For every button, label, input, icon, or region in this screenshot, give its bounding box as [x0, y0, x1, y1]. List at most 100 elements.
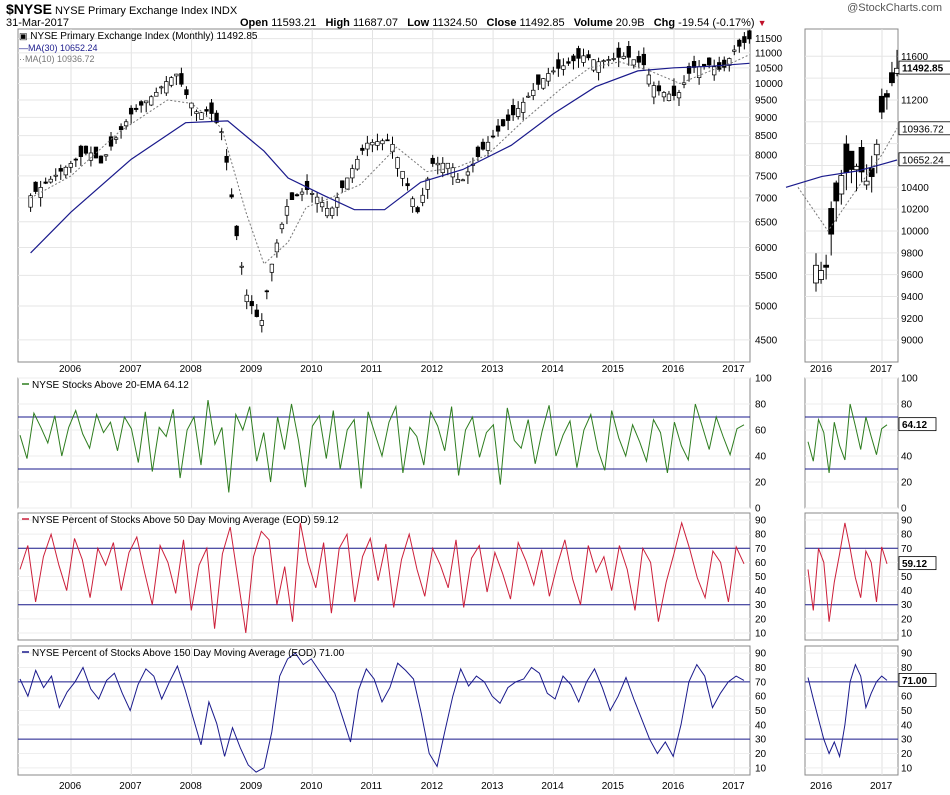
candle-up — [144, 100, 149, 104]
ema20-y-tick: 80 — [755, 400, 767, 411]
ema20-y-tick: 40 — [755, 452, 767, 463]
candle-up — [531, 89, 536, 96]
pct150-badge: 71.00 — [902, 676, 927, 687]
panel-frame-price — [17, 28, 751, 363]
price-y-tick: 11500 — [755, 34, 783, 45]
candle-up — [103, 154, 109, 157]
watermark: @StockCharts.com — [847, 2, 942, 14]
panel-frame-ema20 — [17, 377, 751, 509]
candle-up — [149, 96, 154, 106]
candle-down — [134, 107, 139, 110]
candle-up — [269, 263, 275, 273]
candle-down — [43, 181, 48, 184]
price-y-tick: 6500 — [755, 217, 778, 228]
candle-down — [868, 167, 875, 177]
candle-up — [601, 60, 606, 63]
candle-up — [732, 49, 737, 52]
low-label: Low — [407, 17, 430, 29]
pct150-y-tick: 50 — [755, 706, 767, 717]
candle-up — [631, 59, 636, 66]
ema20-inset-y-tick: 20 — [901, 478, 913, 489]
candle-down — [626, 45, 631, 58]
index-name: NYSE Primary Exchange Index — [54, 5, 208, 17]
price-y-tick: 7500 — [755, 171, 778, 182]
candle-up — [863, 180, 870, 186]
candle-down — [204, 109, 209, 112]
price-y-tick: 10500 — [755, 63, 783, 74]
x-tick-bottom: 2015 — [602, 781, 625, 792]
candle-down — [289, 192, 295, 200]
legend-ma10: ··MA(10) 10936.72 — [19, 54, 95, 64]
x-tick-top: 2012 — [421, 364, 444, 375]
candle-up — [818, 270, 824, 280]
pct150-title: NYSE Percent of Stocks Above 150 Day Mov… — [32, 648, 345, 659]
x-tick-bottom: 2010 — [300, 781, 323, 792]
price-y-tick: 8000 — [755, 151, 778, 162]
candle-down — [833, 182, 840, 202]
pct50-y-tick: 90 — [755, 516, 767, 527]
candle-up — [621, 55, 626, 59]
pct50-inset-y-tick: 80 — [901, 530, 913, 541]
candle-down — [139, 101, 144, 106]
candle-up — [420, 194, 425, 203]
pct50-inset-y-tick: 50 — [901, 572, 913, 583]
pct150-inset-y-tick: 40 — [901, 720, 913, 731]
pct150-inset-y-tick: 30 — [901, 735, 913, 746]
inset-y-tick: 9600 — [901, 270, 924, 281]
pct150-y-tick: 80 — [755, 663, 767, 674]
badge-ma10: 10936.72 — [902, 124, 944, 135]
candle-up — [425, 178, 430, 190]
open-value: 11593.21 — [271, 17, 317, 29]
badge-close: 11492.85 — [902, 64, 944, 75]
candle-up — [164, 81, 169, 94]
pct150-y-tick: 70 — [755, 677, 767, 688]
inset-frame-ema20 — [804, 377, 899, 509]
candle-down — [415, 207, 420, 213]
ema20-y-tick: 60 — [755, 426, 767, 437]
candle-down — [249, 301, 254, 307]
ema20-y-tick: 0 — [755, 504, 761, 515]
candle-down — [616, 47, 621, 58]
pct50-y-tick: 20 — [755, 614, 767, 625]
candle-up — [646, 74, 651, 85]
candle-down — [823, 264, 830, 268]
inset-x-tick-bottom: 2017 — [870, 781, 893, 792]
candle-down — [889, 72, 895, 84]
pct50-inset-y-tick: 70 — [901, 544, 913, 555]
candle-up — [712, 66, 717, 76]
badge-ma30-box — [898, 152, 950, 167]
candle-up — [561, 65, 566, 70]
pct50-badge: 59.12 — [902, 559, 927, 570]
pct150-y-tick: 20 — [755, 749, 767, 760]
candle-up — [400, 170, 405, 179]
x-tick-top: 2009 — [240, 364, 263, 375]
candle-down — [848, 150, 855, 170]
candle-up — [666, 93, 672, 102]
candle-down — [701, 63, 707, 67]
candle-up — [370, 142, 375, 146]
candle-down — [747, 30, 752, 40]
pct50-inset-y-tick: 30 — [901, 600, 913, 611]
ma30-line — [30, 62, 750, 254]
candle-down — [707, 57, 712, 66]
exchange: INDX — [210, 5, 238, 17]
candle-down — [234, 225, 239, 237]
candle-down — [858, 146, 865, 173]
candle-up — [581, 55, 586, 63]
candle-up — [48, 178, 53, 183]
candle-up — [259, 320, 264, 326]
ema20-line — [19, 400, 745, 493]
ema20-inset-y-tick: 40 — [901, 452, 913, 463]
candle-up — [591, 59, 596, 71]
x-tick-bottom: 2011 — [361, 781, 383, 792]
x-tick-top: 2017 — [722, 364, 745, 375]
candle-up — [435, 162, 440, 166]
candle-down — [58, 168, 63, 172]
pct150-inset-y-tick: 90 — [901, 649, 913, 660]
candle-down — [878, 95, 885, 113]
title-line: $NYSE NYSE Primary Exchange Index INDX — [6, 1, 237, 17]
candle-down — [686, 66, 692, 74]
pct150-inset-y-tick: 20 — [901, 749, 913, 760]
